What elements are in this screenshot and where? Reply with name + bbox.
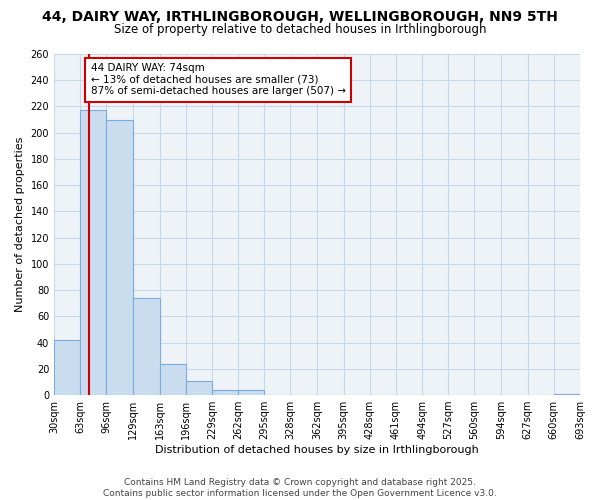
Text: 44, DAIRY WAY, IRTHLINGBOROUGH, WELLINGBOROUGH, NN9 5TH: 44, DAIRY WAY, IRTHLINGBOROUGH, WELLINGB… (42, 10, 558, 24)
Bar (212, 390, 238, 395)
Bar (106, 120, 133, 395)
Bar (554, 394, 580, 395)
Bar (238, 390, 264, 395)
X-axis label: Distribution of detached houses by size in Irthlingborough: Distribution of detached houses by size … (155, 445, 479, 455)
Text: Contains HM Land Registry data © Crown copyright and database right 2025.
Contai: Contains HM Land Registry data © Crown c… (103, 478, 497, 498)
Bar (133, 298, 160, 395)
Bar (80, 110, 106, 395)
Text: Size of property relative to detached houses in Irthlingborough: Size of property relative to detached ho… (114, 22, 486, 36)
Y-axis label: Number of detached properties: Number of detached properties (15, 137, 25, 312)
Bar (54, 340, 80, 395)
Bar (186, 380, 212, 395)
Text: 44 DAIRY WAY: 74sqm
← 13% of detached houses are smaller (73)
87% of semi-detach: 44 DAIRY WAY: 74sqm ← 13% of detached ho… (91, 63, 346, 96)
Bar (160, 364, 186, 395)
